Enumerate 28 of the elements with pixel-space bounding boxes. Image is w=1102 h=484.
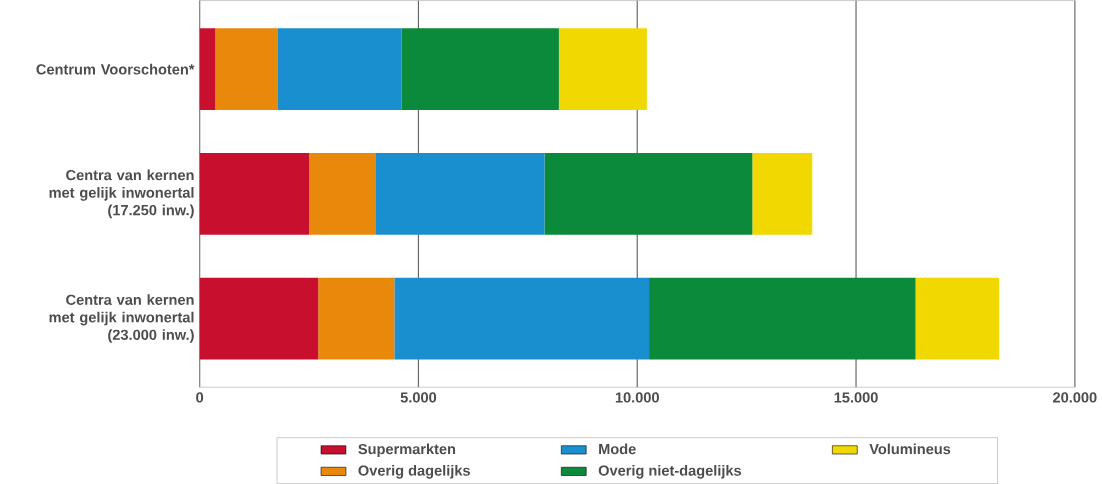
bar [309, 153, 376, 235]
bar [752, 153, 813, 235]
bar [558, 28, 647, 111]
x-tick-label: 20.000 [1053, 392, 1097, 403]
x-tick-label: 0 [196, 392, 204, 403]
bar [375, 153, 545, 235]
legend-label: Mode [599, 443, 636, 455]
bar [401, 28, 559, 111]
x-tick-label: 15.000 [834, 392, 878, 403]
legend-label: Overig niet-dagelijks [598, 465, 742, 479]
bar [277, 28, 402, 111]
bar [649, 277, 916, 360]
legend-label: Supermarkten [358, 443, 456, 458]
bar [394, 277, 650, 360]
bar [318, 277, 395, 360]
x-tick-label: 5.000 [400, 392, 437, 403]
bar [915, 277, 1000, 360]
bar [199, 277, 319, 360]
legend-label: Volumineus [869, 443, 951, 455]
x-tick-label: 10.000 [615, 392, 659, 403]
legend-label: Overig dagelijks [358, 465, 470, 479]
bar [215, 28, 278, 111]
bar [199, 153, 310, 235]
y-tick-label: Centrum Voorschoten* [36, 63, 195, 75]
bar [544, 153, 753, 235]
y-tick-label: Centra van kernen met gelijk inwonertal (23.000 inw.) [49, 294, 194, 343]
y-tick-label: Centra van kernen met gelijk inwonertal (17.250 inw.) [49, 169, 194, 219]
bar [199, 28, 216, 111]
